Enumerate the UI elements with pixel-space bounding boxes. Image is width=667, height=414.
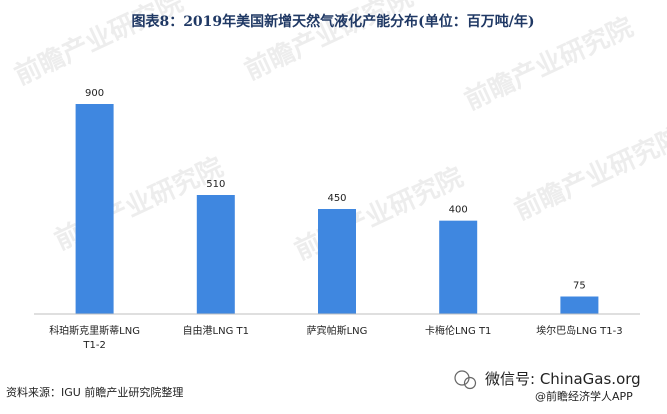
bar	[196, 195, 235, 314]
bar	[75, 104, 114, 314]
bar	[318, 209, 356, 314]
category-label: 卡梅伦LNG T1	[425, 324, 491, 337]
value-label: 510	[206, 179, 225, 190]
wechat-watermark: 微信号: ChinaGas.org	[454, 370, 641, 390]
category-label: 自由港LNG T1	[183, 324, 249, 337]
value-labels-group: 900 510 450 400 75	[85, 88, 586, 292]
bar	[560, 296, 599, 314]
brand-watermark: @前瞻经济学人APP	[535, 389, 633, 403]
value-label: 900	[85, 88, 104, 99]
category-label: 埃尔巴岛LNG T1-3	[536, 324, 622, 337]
bar	[439, 220, 478, 314]
chart-title: 图表8：2019年美国新增天然气液化产能分布(单位：百万吨/年)	[131, 13, 534, 30]
watermark: 前瞻产业研究院	[510, 121, 667, 226]
category-label: 萨宾帕斯LNG	[307, 324, 368, 337]
bars-group	[75, 104, 599, 314]
watermark: 前瞻产业研究院	[240, 0, 418, 86]
category-label: 科珀斯克里斯蒂LNG T1-2	[49, 324, 140, 351]
wechat-icon	[463, 376, 477, 390]
source-note: 资料来源：IGU 前瞻产业研究院整理	[6, 385, 183, 399]
value-label: 400	[449, 205, 468, 216]
value-label: 75	[573, 281, 586, 292]
category-labels-group: 科珀斯克里斯蒂LNG T1-2 自由港LNG T1 萨宾帕斯LNG 卡梅伦LNG T1 埃…	[49, 324, 622, 351]
value-label: 450	[327, 193, 346, 204]
wechat-id: 微信号: ChinaGas.org	[485, 370, 641, 388]
